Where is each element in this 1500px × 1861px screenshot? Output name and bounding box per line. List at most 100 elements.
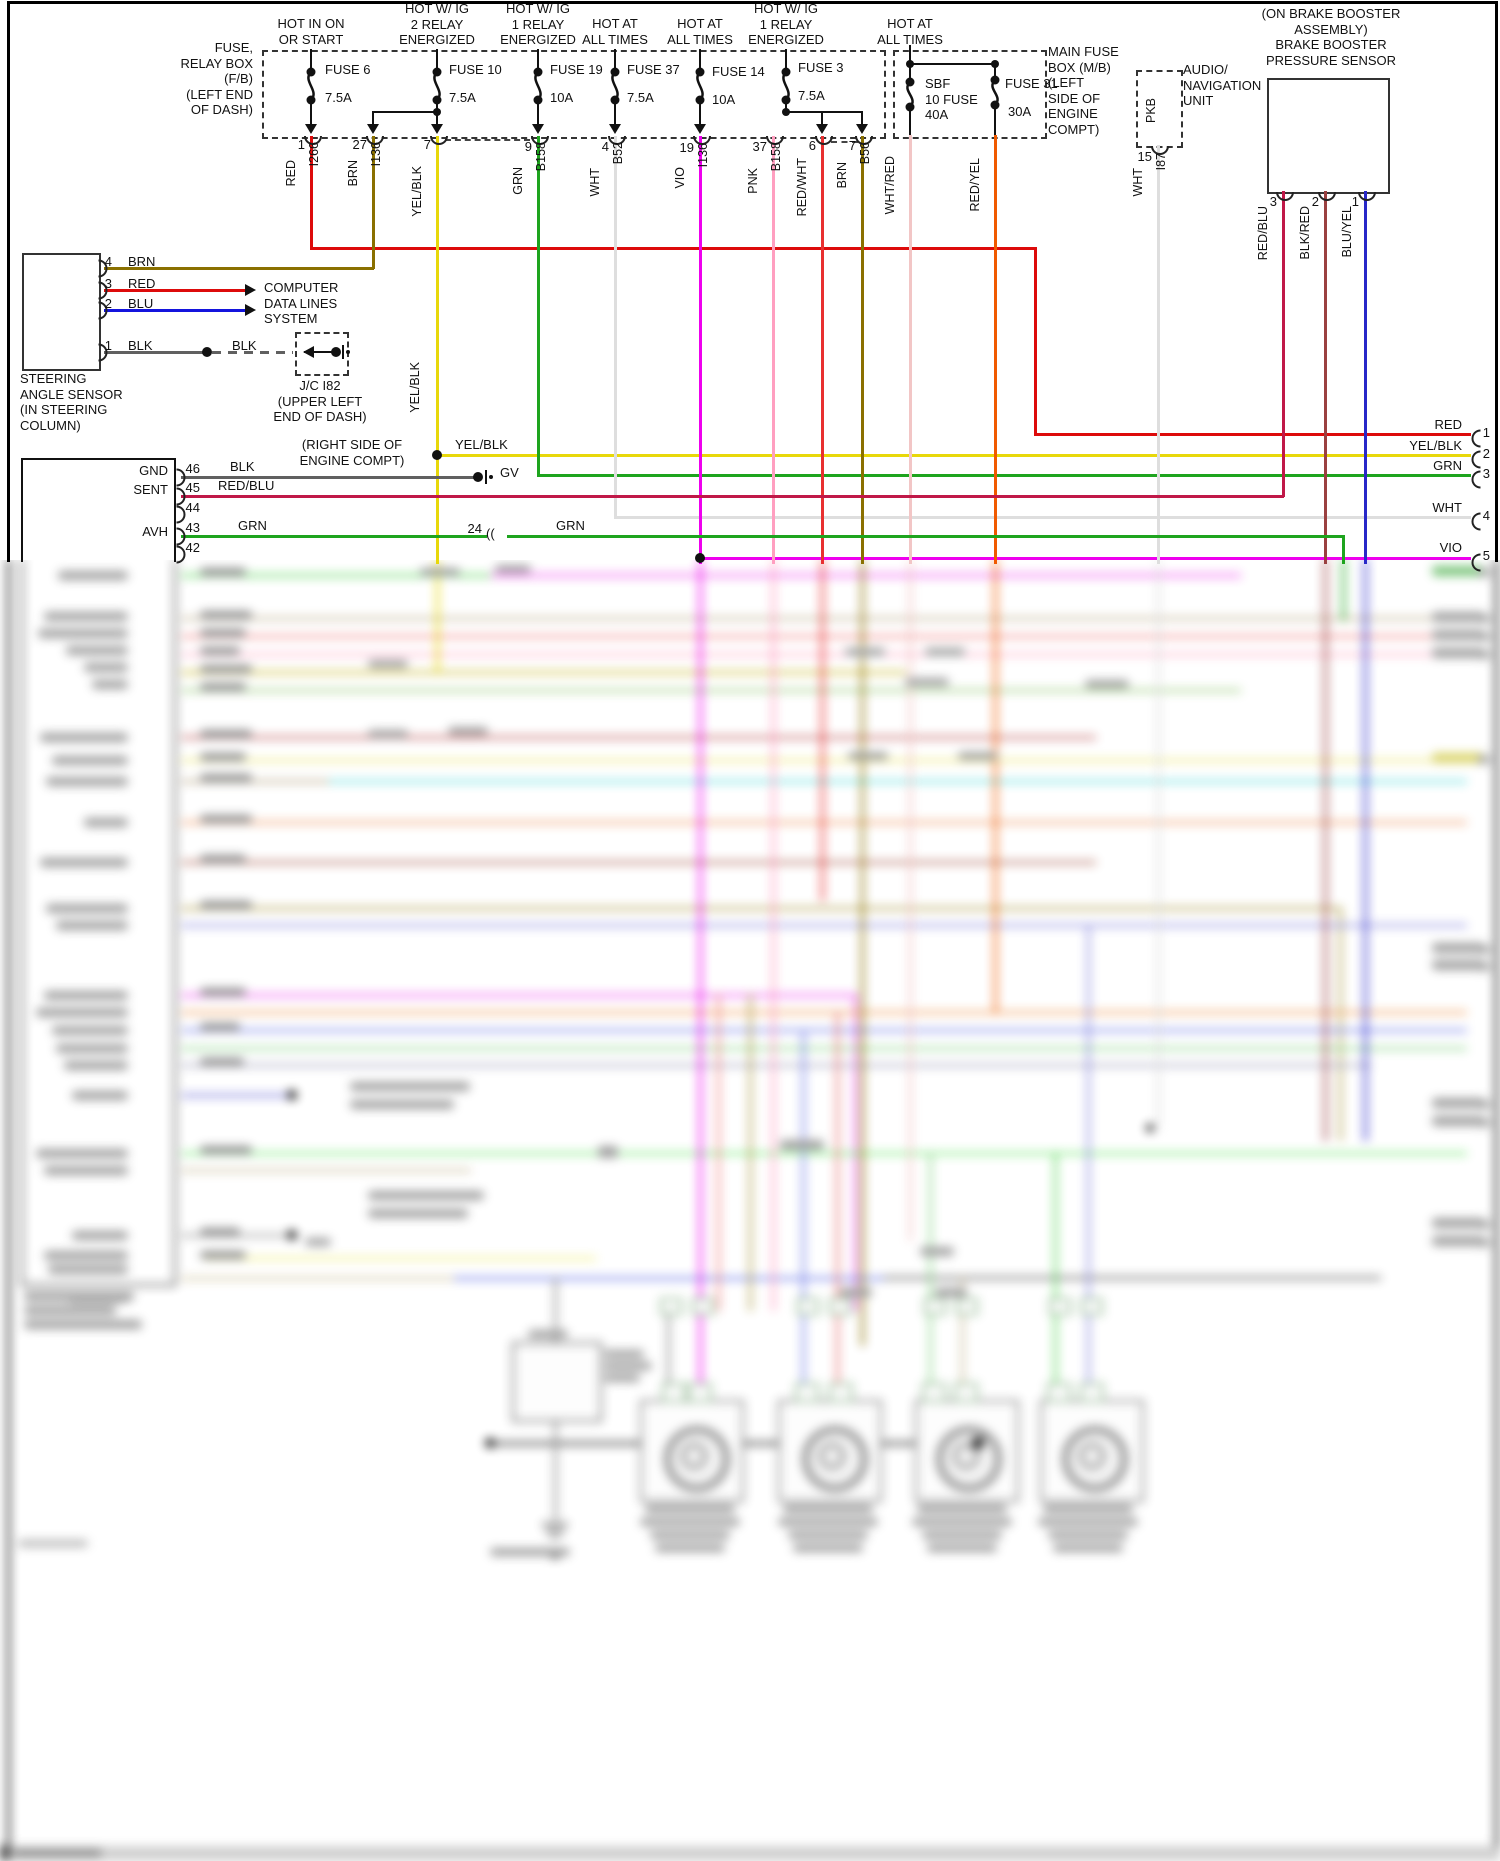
- wire-brn: [104, 266, 374, 270]
- wire-red-wht: [820, 136, 824, 564]
- arrowhead-left: [303, 346, 314, 358]
- pin-number: 7: [848, 138, 856, 153]
- pin-number: 9: [524, 139, 532, 154]
- connector-id: I87: [1154, 153, 1168, 171]
- fuse-output: [821, 111, 823, 127]
- wire-color-label: BRN: [128, 254, 156, 269]
- fuse-branch: [785, 111, 863, 113]
- junction-dot: [202, 347, 212, 357]
- fuse-rating: 10A: [550, 90, 574, 105]
- fuse-stem: [310, 49, 312, 73]
- pin-number: 37: [752, 139, 767, 154]
- wire-color-label: BLU: [128, 296, 154, 311]
- wire-color-label: BLK/RED: [1298, 206, 1312, 260]
- wire-color-label: RED/WHT: [795, 158, 809, 217]
- fuse-name: FUSE 10: [449, 62, 502, 77]
- wire-color-label: BLK: [128, 338, 153, 353]
- fuse-name: FUSE 31: [1005, 76, 1058, 91]
- fuse-relay-box-label: FUSE, RELAY BOX (F/B) (LEFT END OF DASH): [180, 40, 254, 117]
- pin-number: 27: [352, 137, 367, 152]
- feed-line: [994, 63, 996, 81]
- connector-id: B56: [858, 142, 872, 165]
- arrowhead-right: [245, 284, 256, 296]
- junction-connector-label: J/C I82 (UPPER LEFT END OF DASH): [273, 378, 367, 424]
- wire-blk-gnd: [181, 475, 479, 479]
- main-fuse-box: [893, 50, 1047, 139]
- wire-vio: [698, 136, 702, 564]
- pin-number: 46: [185, 461, 200, 476]
- connector-id: B52: [611, 142, 625, 165]
- wire-color-label: WHT: [588, 168, 602, 197]
- pin-number: 3: [1269, 194, 1277, 209]
- fuse-output: [861, 111, 863, 127]
- wire-red-datalink: [104, 288, 247, 292]
- pin-number: 2: [1482, 446, 1490, 461]
- pin-name-pkb: PKB: [1144, 98, 1158, 124]
- fuse-name: FUSE 19: [550, 62, 603, 77]
- fuse-output: [699, 99, 701, 127]
- fuse-stem: [785, 49, 787, 73]
- feed-line: [909, 63, 996, 65]
- brake-booster-sensor-label: (ON BRAKE BOOSTER ASSEMBLY) BRAKE BOOSTE…: [1261, 6, 1401, 68]
- wire-color-label: PNK: [746, 168, 760, 194]
- module-pin-name: AVH: [142, 524, 168, 539]
- pin-number: 42: [185, 540, 200, 555]
- fuse-output: [310, 99, 312, 127]
- connector-id: B158: [769, 142, 783, 172]
- pin-number: 7: [423, 137, 431, 152]
- audio-nav-unit-label: AUDIO/ NAVIGATION UNIT: [1183, 62, 1262, 108]
- fuse-name: SBF 10 FUSE 40A: [925, 76, 978, 122]
- wire-blu-datalink: [104, 308, 247, 312]
- pin-number: 44: [185, 500, 200, 515]
- pin-number: 43: [185, 520, 200, 535]
- wire-yel-blk: [436, 453, 1471, 457]
- brake-booster-sensor-box: [1267, 78, 1390, 194]
- wire-color-label: BRN: [835, 162, 849, 189]
- wire-red-yel: [993, 135, 997, 564]
- connector-bracket: [445, 139, 530, 141]
- ground-id: GV: [500, 465, 519, 480]
- wire-red: [309, 136, 313, 249]
- junction-dot: [906, 60, 914, 68]
- pin-number: 2: [1311, 194, 1319, 209]
- arrowhead-down: [816, 124, 828, 134]
- fuse-stem: [537, 49, 539, 73]
- pin-number: 3: [104, 276, 112, 291]
- steering-angle-sensor-box: [22, 253, 101, 371]
- wire-color-label: WHT/RED: [883, 156, 897, 215]
- wire-color-label: WHT: [1432, 500, 1462, 515]
- pin-number: 3: [1482, 466, 1490, 481]
- wire-color-label: BRN: [346, 160, 360, 187]
- location-note: (RIGHT SIDE OF ENGINE COMPT): [299, 437, 405, 468]
- fuse-output: [436, 111, 438, 127]
- junction-connector-box: [295, 332, 349, 376]
- wire-color-label: GRN: [1433, 458, 1462, 473]
- pin-number: 4: [601, 139, 609, 154]
- steering-angle-sensor-label: STEERING ANGLE SENSOR (IN STEERING COLUM…: [20, 371, 123, 433]
- fuse-output: [785, 99, 787, 113]
- fuse-stem: [699, 49, 701, 73]
- feed-label: HOT AT ALL TIMES: [667, 16, 733, 47]
- wire-red: [1034, 432, 1471, 436]
- fuse-output: [909, 106, 911, 137]
- fuse-output: [614, 99, 616, 127]
- wire-grn: [536, 136, 540, 476]
- feed-label: HOT W/ IG 1 RELAY ENERGIZED: [500, 1, 576, 47]
- wire-vio: [699, 556, 1471, 560]
- page-border: [6, 1, 10, 562]
- wire-color-label: BLK: [232, 338, 257, 353]
- wire-red-blu: [1281, 191, 1285, 497]
- wire-color-label: YEL/BLK: [455, 437, 508, 452]
- main-fuse-box-label: MAIN FUSE BOX (M/B) (LEFT SIDE OF ENGINE…: [1048, 44, 1119, 137]
- connector-pin-arc: [1358, 192, 1376, 201]
- junction-dot: [695, 553, 705, 563]
- arrowhead-down: [609, 124, 621, 134]
- pin-number: 1: [1351, 194, 1359, 209]
- arrowhead-down: [694, 124, 706, 134]
- fuse-relay-box: [262, 50, 886, 139]
- wire-color-label: RED: [128, 276, 156, 291]
- wire-wht: [1156, 145, 1160, 564]
